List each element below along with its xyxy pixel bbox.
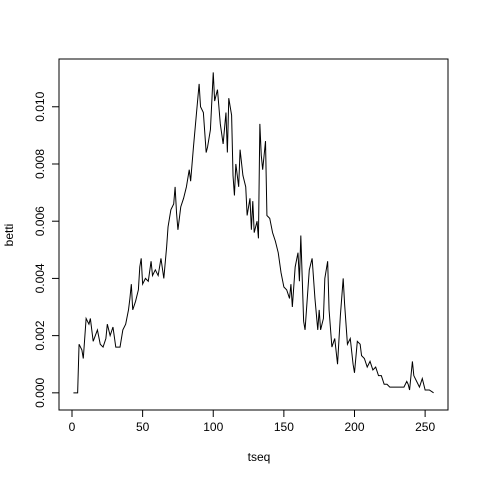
x-tick-label: 0 <box>69 420 76 434</box>
data-line <box>73 72 434 394</box>
y-tick-label: 0.000 <box>33 377 47 407</box>
plot-box <box>58 58 449 411</box>
x-tick-label: 200 <box>344 420 364 434</box>
y-axis-label: betti <box>2 224 16 247</box>
y-tick-label: 0.002 <box>33 320 47 350</box>
x-tick-label: 150 <box>274 420 294 434</box>
x-tick-label: 50 <box>136 420 150 434</box>
x-tick-label: 250 <box>415 420 435 434</box>
x-axis-label: tseq <box>248 450 271 464</box>
y-tick-label: 0.004 <box>33 263 47 293</box>
y-tick-label: 0.008 <box>33 149 47 179</box>
y-tick-label: 0.010 <box>33 91 47 121</box>
y-tick-label: 0.006 <box>33 206 47 236</box>
x-tick-label: 100 <box>203 420 223 434</box>
